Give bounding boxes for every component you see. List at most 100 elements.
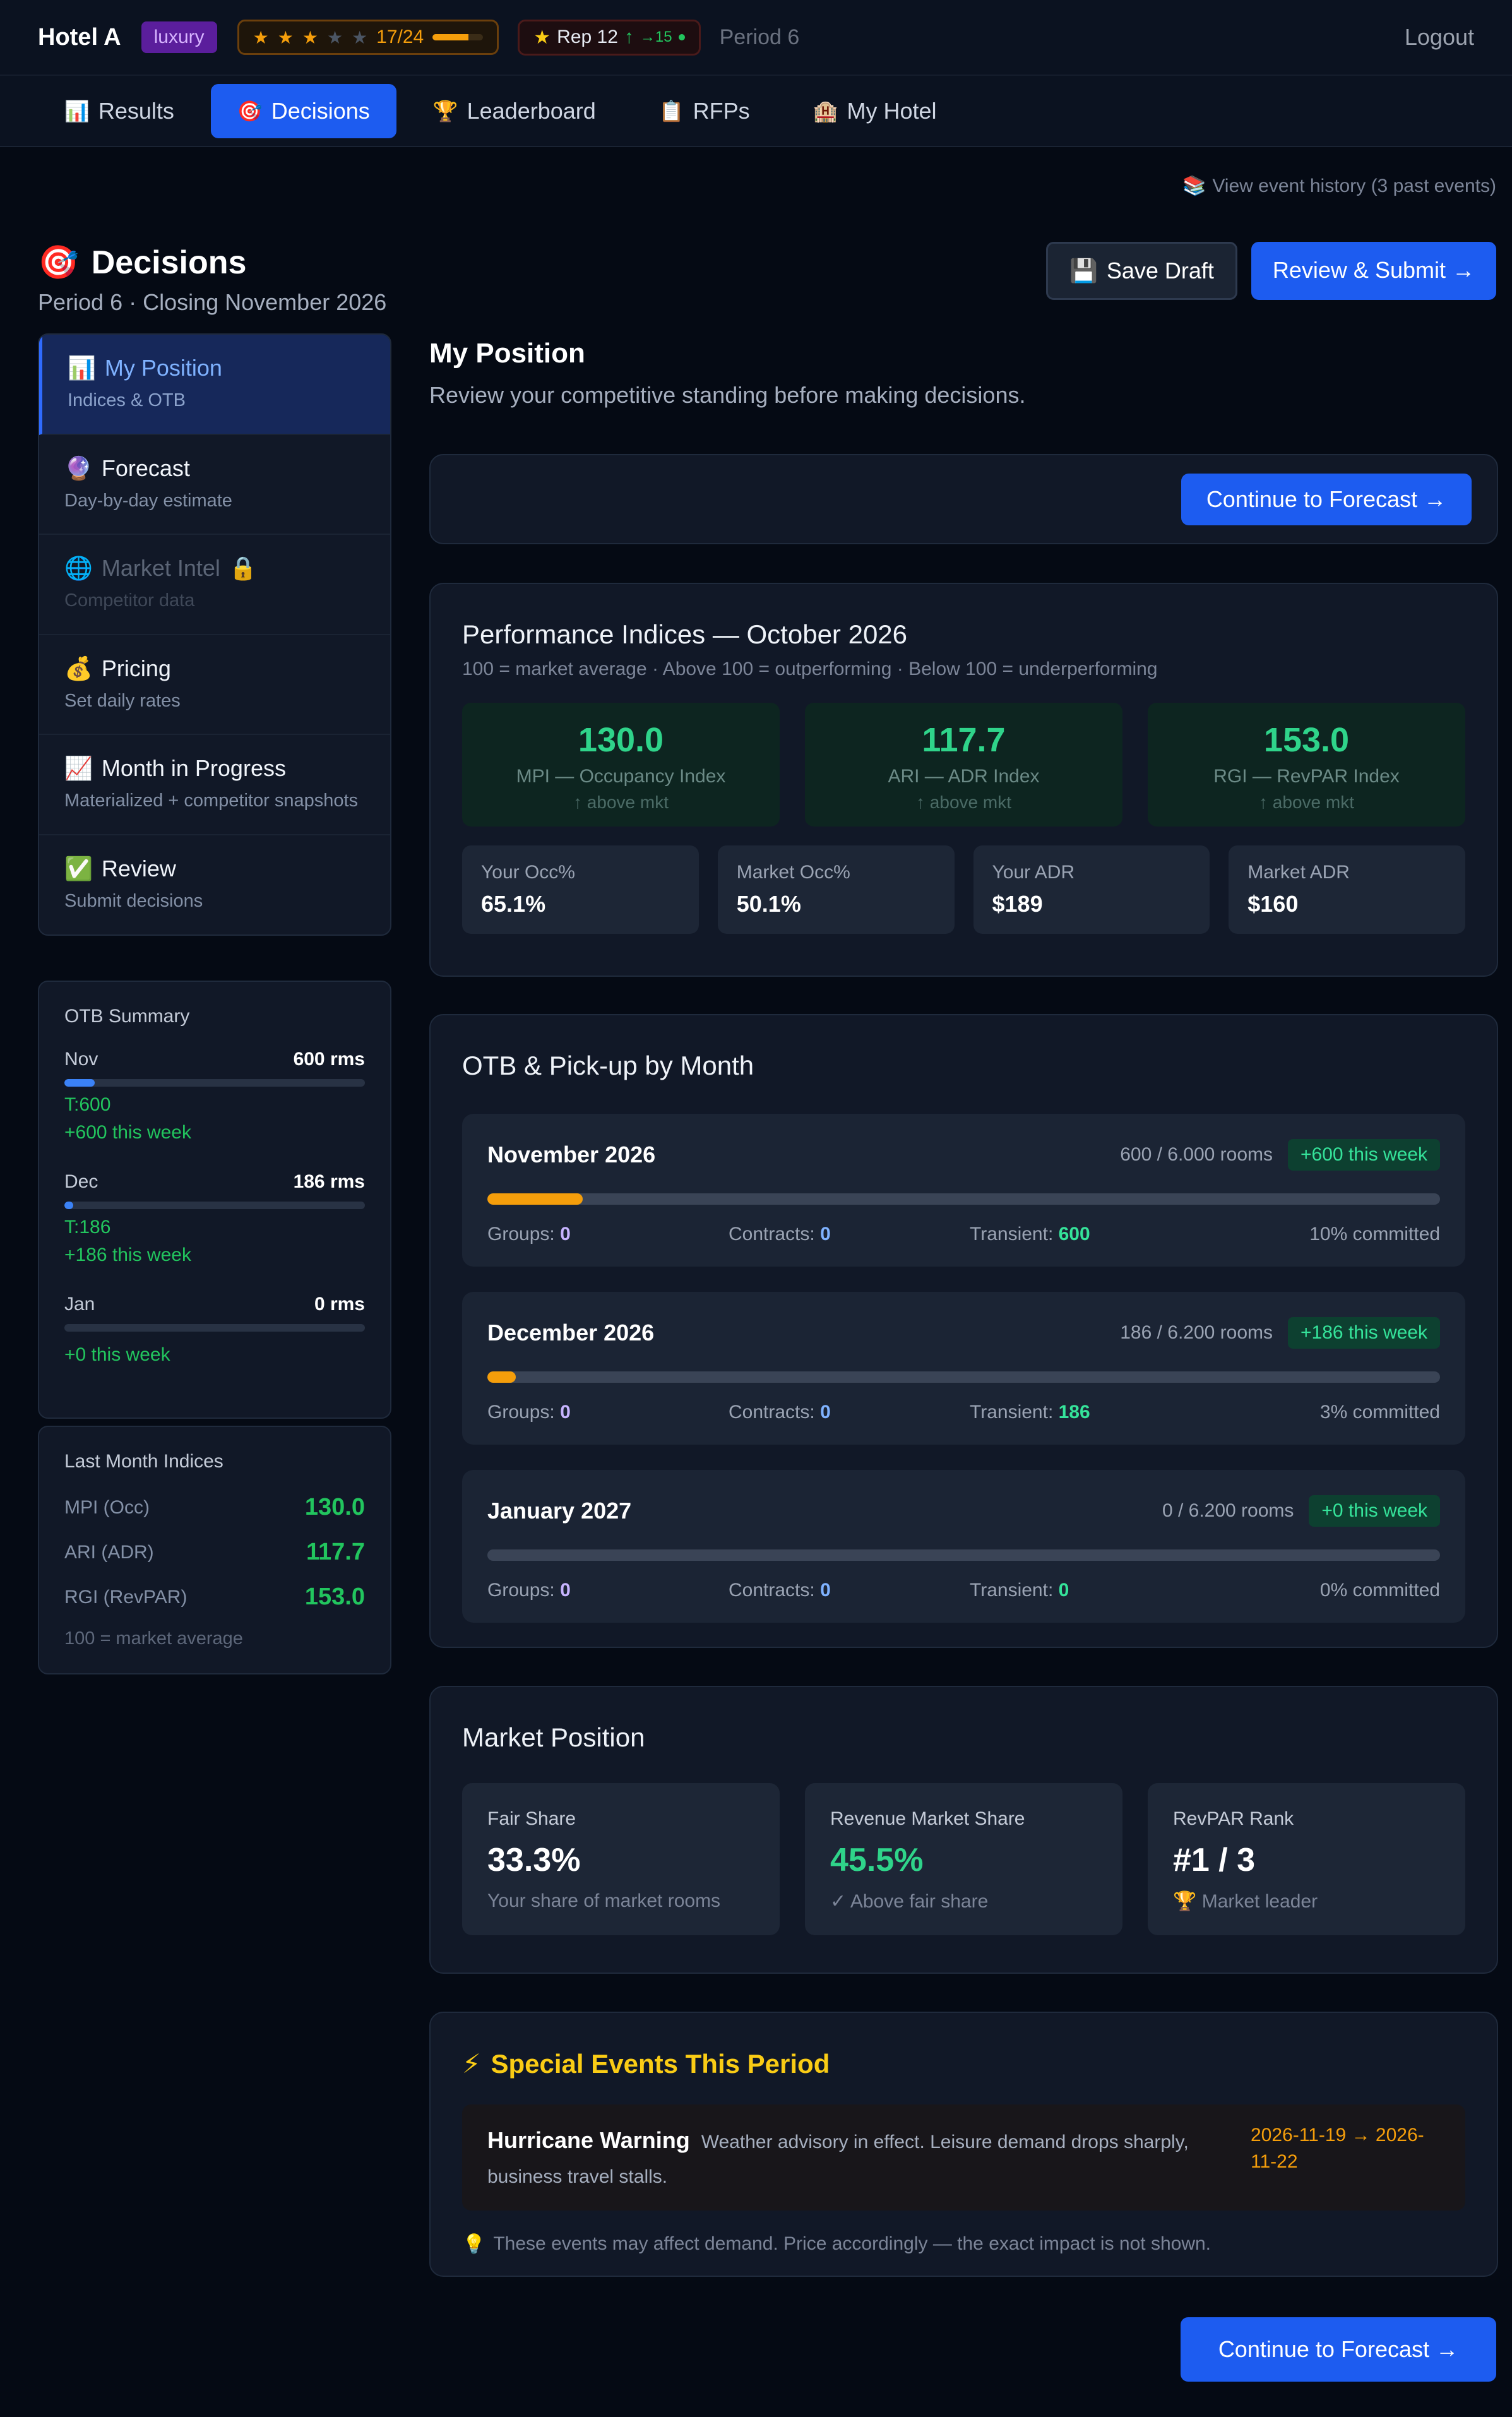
status-dot <box>678 34 685 40</box>
contracts-label: Contracts: <box>729 1224 815 1244</box>
tab-icon: 🏨 <box>813 99 838 122</box>
transient-label: Transient: <box>970 1580 1054 1601</box>
tab-label: Decisions <box>271 97 370 124</box>
transient-count: Transient: 186 <box>970 1402 1211 1423</box>
groups-label: Groups: <box>487 1224 555 1244</box>
week-pickup-badge: +186 this week <box>1288 1317 1440 1349</box>
index-tile: 130.0 MPI — Occupancy Index ↑ above mkt <box>462 703 780 827</box>
tab-my-hotel[interactable]: 🏨 My Hotel <box>787 84 963 138</box>
stat-tile: Your ADR $189 <box>973 845 1210 934</box>
tab-decisions[interactable]: 🎯 Decisions <box>210 83 396 138</box>
otb-summary-row: Jan 0 rms +0 this week <box>64 1294 365 1366</box>
groups-value: 0 <box>560 1224 571 1244</box>
sidebar-item-review[interactable]: ✅ Review Submit decisions <box>39 835 390 934</box>
month-progress-bar <box>487 1549 1440 1561</box>
index-row: RGI (RevPAR) 153.0 <box>64 1584 365 1611</box>
otb-rooms: 600 rms <box>293 1049 365 1070</box>
events-title: ⚡ Special Events This Period <box>462 2048 1465 2079</box>
review-submit-button[interactable]: Review & Submit → <box>1251 242 1496 300</box>
index-label: ARI (ADR) <box>64 1541 154 1563</box>
logout-button[interactable]: Logout <box>1404 24 1474 50</box>
star-rating: ★ ★ ★ ★ ★ 17/24 <box>237 20 499 55</box>
sidebar-item-my-position[interactable]: 📊 My Position Indices & OTB <box>39 335 390 435</box>
sidebar-item-pricing[interactable]: 💰 Pricing Set daily rates <box>39 635 390 736</box>
sidebar-item-label: Pricing <box>101 655 171 681</box>
sidebar-item-label: Month in Progress <box>101 755 286 782</box>
otb-rooms: 186 rms <box>293 1171 365 1192</box>
section-subtitle: Review your competitive standing before … <box>429 382 1026 408</box>
month-rooms: 600 / 6.000 rooms <box>1120 1144 1273 1165</box>
month-progress-bar <box>487 1371 1440 1383</box>
tab-label: Results <box>98 97 174 124</box>
bottom-continue-button[interactable]: Continue to Forecast → <box>1180 2317 1496 2382</box>
otb-summary-card: OTB Summary Nov 600 rms T:600 +600 this wee… <box>38 981 391 1419</box>
otb-progress-bar <box>64 1324 365 1332</box>
rep-target: →15 <box>640 28 672 45</box>
month-name: January 2027 <box>487 1498 632 1524</box>
month-card: December 2026 186 / 6.200 rooms +186 this … <box>462 1292 1465 1445</box>
tab-rfps[interactable]: 📋 RFPs <box>633 84 777 138</box>
otb-progress-fill <box>64 1202 74 1209</box>
month-name: November 2026 <box>487 1142 656 1167</box>
index-label: RGI (RevPAR) <box>64 1586 188 1608</box>
market-tile-note: 🏆 Market leader <box>1173 1891 1318 1912</box>
committed-percent: 10% committed <box>1309 1224 1440 1244</box>
tab-results[interactable]: 📊 Results <box>38 84 201 138</box>
last-month-indices-card: Last Month Indices MPI (Occ) 130.0 ARI (AD… <box>38 1426 391 1674</box>
sidebar-item-icon: ✅ <box>64 855 93 881</box>
market-position-title: Market Position <box>462 1722 645 1752</box>
event-name: Hurricane Warning <box>487 2127 690 2153</box>
save-draft-button[interactable]: 💾 Save Draft <box>1045 242 1237 300</box>
index-status: ↑ above mkt <box>916 792 1011 812</box>
tab-icon: 🎯 <box>237 99 263 122</box>
indices-subtitle: 100 = market average · Above 100 = outpe… <box>462 659 1158 679</box>
continue-forecast-button[interactable]: Continue to Forecast → <box>1181 473 1472 525</box>
groups-count: Groups: 0 <box>487 1224 729 1245</box>
month-breakdown: Groups: 0 Contracts: 0 Transient: 0 0% comm… <box>487 1580 1440 1601</box>
market-position-card: Market Position Fair Share 33.3% Your shar… <box>429 1686 1498 1974</box>
index-value: 117.7 <box>306 1539 365 1565</box>
event-history-link[interactable]: 📚 View event history (3 past events) <box>1182 175 1496 197</box>
index-label: MPI (Occ) <box>64 1496 150 1518</box>
otb-week-pickup: +0 this week <box>64 1344 170 1365</box>
hotel-name: Hotel A <box>38 23 121 51</box>
sidebar-item-forecast[interactable]: 🔮 Forecast Day-by-day estimate <box>39 435 390 535</box>
transient-label: Transient: <box>970 1224 1054 1244</box>
otb-transient: T:600 <box>64 1094 111 1115</box>
main-nav: 📊 Results 🎯 Decisions 🏆 Leaderboard 📋 RFPs 🏨 My H… <box>0 76 1512 147</box>
sidebar-item-sub: Day-by-day estimate <box>64 490 232 511</box>
tab-label: My Hotel <box>847 97 937 124</box>
floppy-icon: 💾 <box>1069 258 1098 283</box>
sidebar-item-month-in-progress[interactable]: 📈 Month in Progress Materialized + competi… <box>39 735 390 835</box>
month-card: January 2027 0 / 6.200 rooms +0 this week G… <box>462 1470 1465 1623</box>
stat-label: Your ADR <box>992 862 1075 883</box>
stat-label: Your Occ% <box>481 862 575 883</box>
last-month-note: 100 = market average <box>64 1628 243 1649</box>
month-progress-fill <box>487 1193 583 1205</box>
sidebar-item-label: My Position <box>104 355 222 381</box>
stat-label: Market ADR <box>1247 862 1350 883</box>
sidebar-item-label: Market Intel <box>101 555 220 582</box>
my-position-section: My Position Review your competitive stan… <box>429 338 1498 409</box>
books-icon: 📚 <box>1182 176 1206 196</box>
otb-rooms: 0 rms <box>314 1294 365 1315</box>
sidebar-item-title: 📊 My Position <box>68 355 365 381</box>
sidebar-item-icon: 🌐 <box>64 555 93 582</box>
stat-label: Market Occ% <box>736 862 850 883</box>
otb-row-head: Nov 600 rms <box>64 1049 365 1070</box>
groups-label: Groups: <box>487 1580 555 1601</box>
event-dates: 2026-11-19 → 2026-11-22 <box>1251 2125 1424 2172</box>
index-value: 130.0 <box>578 721 664 759</box>
contracts-count: Contracts: 0 <box>729 1402 970 1423</box>
tab-leaderboard[interactable]: 🏆 Leaderboard <box>407 84 622 138</box>
month-rooms: 0 / 6.200 rooms <box>1162 1500 1294 1521</box>
sidebar-item-label: Forecast <box>101 455 190 481</box>
star-progress-bar <box>432 34 484 40</box>
sidebar-item-title: 🔮 Forecast <box>64 455 365 482</box>
sidebar-item-sub: Materialized + competitor snapshots <box>64 791 359 811</box>
month-breakdown: Groups: 0 Contracts: 0 Transient: 600 10% c… <box>487 1224 1440 1245</box>
star-progress-text: 17/24 <box>376 27 424 47</box>
lightbulb-icon: 💡 <box>462 2233 486 2255</box>
transient-count: Transient: 600 <box>970 1224 1211 1245</box>
lock-icon: 🔒 <box>229 555 258 582</box>
